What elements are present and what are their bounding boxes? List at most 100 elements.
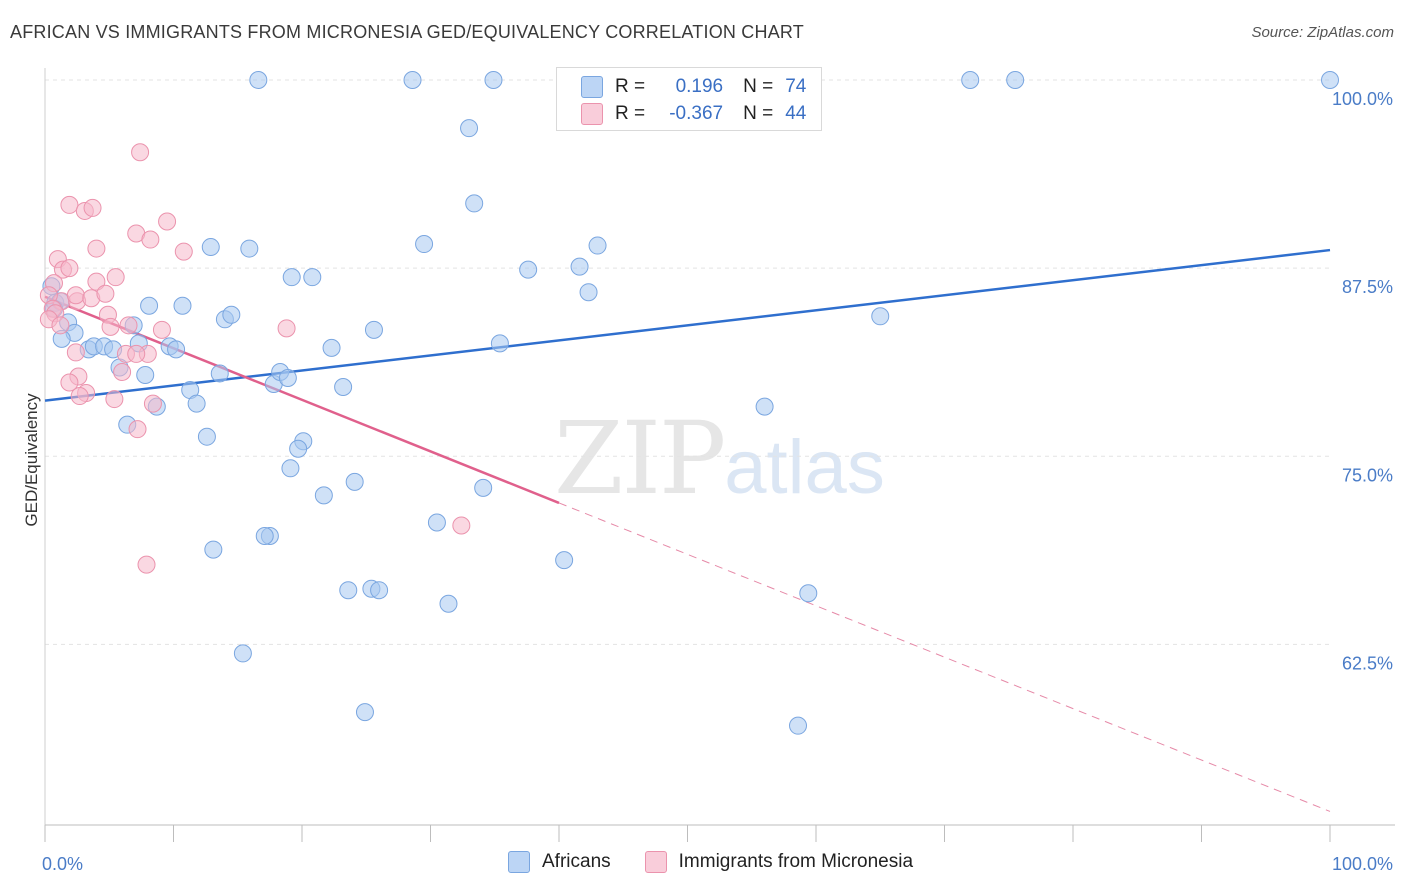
- point-africans: [570, 257, 589, 276]
- point-africans: [789, 716, 808, 735]
- point-africans: [961, 71, 980, 89]
- point-micronesia: [128, 420, 147, 439]
- legend-n-value-micronesia: 44: [785, 103, 807, 124]
- chart-title: AFRICAN VS IMMIGRANTS FROM MICRONESIA GE…: [10, 22, 804, 42]
- point-micronesia: [105, 390, 124, 409]
- series-legend: Africans Immigrants from Micronesia: [508, 851, 947, 873]
- watermark-zip: ZIP: [554, 400, 726, 517]
- point-africans: [278, 369, 297, 387]
- point-micronesia: [70, 387, 89, 406]
- legend-item-africans: Africans: [508, 851, 611, 873]
- point-africans: [255, 527, 274, 546]
- point-africans: [484, 71, 503, 89]
- y-axis-label: GED/Equivalency: [22, 393, 41, 527]
- point-africans: [364, 320, 383, 339]
- legend-item-micronesia: Immigrants from Micronesia: [644, 851, 914, 873]
- point-africans: [249, 71, 268, 89]
- point-africans: [439, 594, 458, 613]
- point-micronesia: [87, 239, 106, 258]
- legend-swatch-africans: [508, 851, 530, 873]
- source-label: Source: ZipAtlas.com: [1251, 24, 1394, 41]
- legend-r-label: R =: [615, 76, 646, 97]
- point-africans: [281, 459, 300, 478]
- legend-n-label: N =: [743, 103, 774, 124]
- point-micronesia: [452, 516, 471, 535]
- legend-label-micronesia: Immigrants from Micronesia: [678, 851, 914, 872]
- axes: [44, 68, 1395, 842]
- point-africans: [755, 397, 774, 416]
- point-africans: [465, 194, 484, 213]
- point-micronesia: [96, 284, 115, 303]
- point-africans: [370, 581, 389, 600]
- point-africans: [204, 540, 223, 559]
- point-africans: [233, 644, 252, 663]
- legend-row-africans: R = 0.196 N = 74: [581, 73, 806, 101]
- point-africans: [289, 439, 308, 458]
- point-africans: [136, 365, 155, 384]
- point-africans: [197, 427, 216, 446]
- legend-swatch-micronesia: [581, 103, 603, 125]
- trend-line-africans: [44, 248, 1331, 402]
- point-micronesia: [137, 555, 156, 574]
- point-africans: [303, 268, 322, 287]
- legend-swatch-africans: [581, 76, 603, 98]
- point-africans: [322, 338, 341, 357]
- point-micronesia: [60, 195, 79, 214]
- point-africans: [140, 296, 159, 315]
- point-micronesia: [60, 373, 79, 392]
- point-micronesia: [119, 316, 138, 335]
- stats-legend: R = 0.196 N = 74 R = -0.367 N = 44: [556, 67, 822, 131]
- point-africans: [345, 472, 364, 491]
- legend-row-micronesia: R = -0.367 N = 44: [581, 100, 806, 128]
- legend-r-label: R =: [615, 103, 646, 124]
- point-africans: [314, 486, 333, 505]
- point-africans: [490, 334, 509, 353]
- trend-line-micronesia-extension: [558, 502, 1331, 812]
- grid-lines: [45, 79, 1330, 645]
- point-africans: [355, 703, 374, 722]
- point-micronesia: [101, 317, 120, 336]
- point-micronesia: [143, 394, 162, 413]
- point-africans: [1321, 71, 1339, 89]
- point-africans: [588, 236, 607, 255]
- legend-r-value-africans: 0.196: [675, 76, 724, 97]
- point-africans: [167, 340, 186, 359]
- watermark-atlas: atlas: [724, 425, 885, 510]
- point-africans: [427, 513, 446, 532]
- point-africans: [282, 268, 301, 287]
- y-tick-label: 62.5%: [1342, 653, 1393, 673]
- y-tick-label: 100.0%: [1332, 89, 1393, 109]
- point-africans: [460, 119, 479, 138]
- point-micronesia: [87, 272, 106, 291]
- point-africans: [519, 260, 538, 279]
- legend-r-value-micronesia: -0.367: [669, 103, 724, 124]
- axis-labels: 62.5% 75.0% 87.5% 100.0% 0.0% 100.0% GED/Equiv…: [22, 89, 1393, 874]
- x-tick-label: 100.0%: [1332, 854, 1393, 874]
- point-africans: [403, 71, 422, 89]
- point-africans: [415, 235, 434, 254]
- point-micronesia: [141, 230, 160, 249]
- y-tick-label: 87.5%: [1342, 277, 1393, 297]
- legend-n-label: N =: [743, 76, 774, 97]
- point-micronesia: [66, 286, 85, 305]
- point-africans: [187, 394, 206, 413]
- point-africans: [173, 296, 192, 315]
- watermark: ZIPatlas: [554, 400, 885, 517]
- point-africans: [555, 551, 574, 570]
- legend-n-value-africans: 74: [785, 76, 807, 97]
- point-micronesia: [113, 362, 132, 381]
- point-africans: [339, 581, 358, 600]
- point-africans: [201, 238, 220, 257]
- legend-label-africans: Africans: [542, 851, 611, 872]
- trend-lines: [44, 248, 1331, 812]
- point-micronesia: [158, 212, 177, 231]
- point-micronesia: [174, 242, 193, 261]
- point-africans: [474, 478, 493, 497]
- point-micronesia: [127, 344, 146, 363]
- legend-swatch-micronesia: [644, 851, 667, 873]
- point-africans: [1006, 71, 1025, 89]
- point-africans: [240, 239, 259, 258]
- point-micronesia: [131, 143, 150, 162]
- point-micronesia: [51, 316, 70, 335]
- point-micronesia: [106, 268, 125, 287]
